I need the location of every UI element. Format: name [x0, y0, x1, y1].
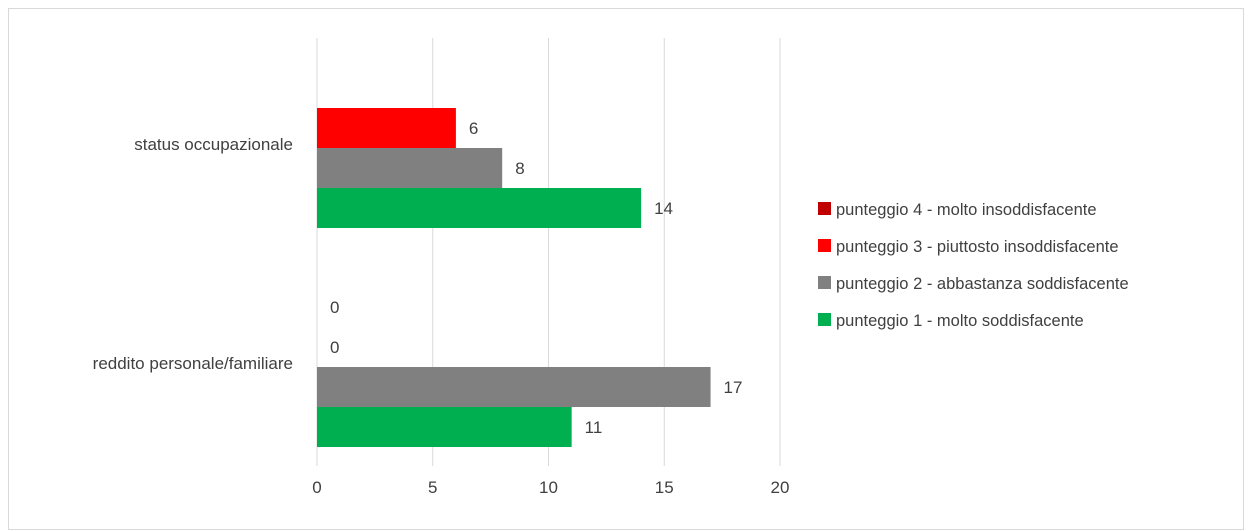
- bars-layer: [317, 108, 711, 447]
- x-tick-label: 5: [428, 478, 437, 497]
- legend-label: punteggio 3 - piuttosto insoddisfacente: [836, 238, 1119, 256]
- legend-swatch: [818, 313, 831, 326]
- x-tick-label: 10: [539, 478, 558, 497]
- data-label: 8: [515, 159, 524, 178]
- x-tick-labels: 0 5 10 15 20: [312, 478, 789, 497]
- legend-swatch: [818, 239, 831, 252]
- category-label: reddito personale/familiare: [93, 354, 293, 373]
- data-label: 17: [724, 378, 743, 397]
- bar: [317, 407, 572, 447]
- bar: [317, 367, 711, 407]
- legend-swatch: [818, 202, 831, 215]
- bar: [317, 148, 503, 188]
- legend-item: punteggio 2 - abbastanza soddisfacente: [818, 275, 1129, 293]
- bar: [317, 108, 456, 148]
- data-label: 11: [585, 418, 603, 437]
- data-label: 0: [330, 338, 339, 357]
- x-tick-label: 20: [771, 478, 790, 497]
- legend-label: punteggio 1 - molto soddisfacente: [836, 312, 1084, 330]
- x-tick-label: 0: [312, 478, 321, 497]
- chart-frame: [8, 8, 1244, 530]
- data-label: 6: [469, 119, 478, 138]
- data-label: 14: [654, 199, 673, 218]
- legend-item: punteggio 3 - piuttosto insoddisfacente: [818, 238, 1119, 256]
- legend-swatch: [818, 276, 831, 289]
- bar: [317, 188, 642, 228]
- x-tick-label: 15: [655, 478, 674, 497]
- category-label: status occupazionale: [134, 135, 293, 154]
- legend-label: punteggio 4 - molto insoddisfacente: [836, 201, 1097, 219]
- legend: punteggio 4 - molto insoddisfacente punte…: [818, 201, 1129, 330]
- data-label: 0: [330, 298, 339, 317]
- legend-item: punteggio 4 - molto insoddisfacente: [818, 201, 1097, 219]
- legend-item: punteggio 1 - molto soddisfacente: [818, 312, 1084, 330]
- data-labels-layer: 11 17 0 0 14 8 6: [330, 119, 742, 437]
- category-labels: reddito personale/familiare status occupa…: [93, 135, 293, 373]
- legend-label: punteggio 2 - abbastanza soddisfacente: [836, 275, 1129, 293]
